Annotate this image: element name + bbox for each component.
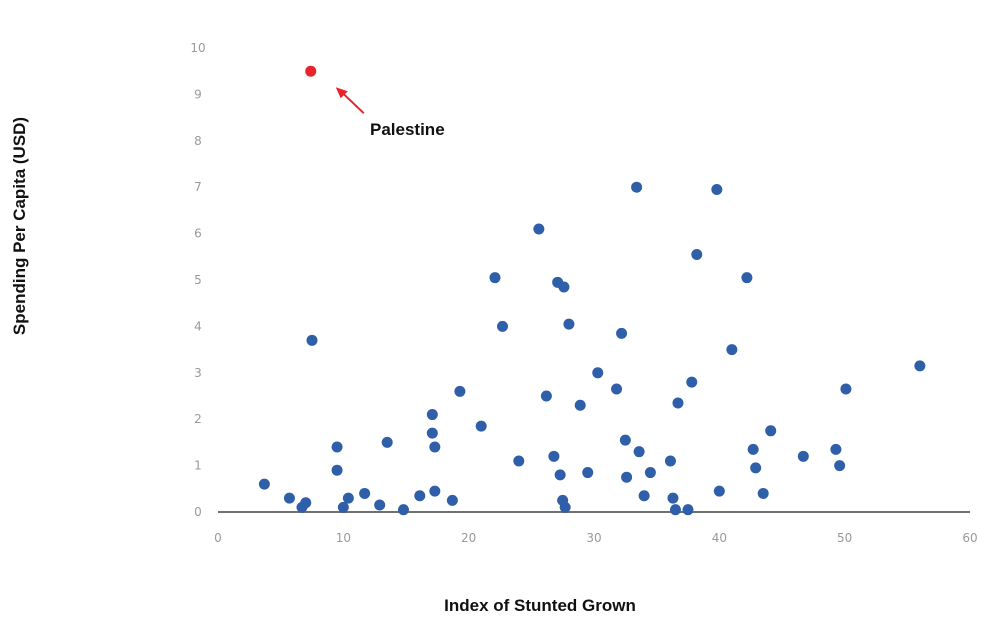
x-axis-ticks: 0 10 20 30 40 50 60 bbox=[214, 531, 977, 545]
data-point bbox=[672, 397, 684, 409]
data-point bbox=[834, 460, 846, 472]
annotation-arrow-line bbox=[342, 92, 365, 114]
data-point bbox=[611, 383, 623, 395]
data-point bbox=[840, 383, 852, 395]
data-point bbox=[337, 501, 349, 513]
data-point bbox=[429, 485, 441, 497]
data-point bbox=[414, 490, 426, 502]
data-point bbox=[638, 490, 650, 502]
data-point bbox=[669, 504, 681, 516]
x-tick-label: 40 bbox=[712, 531, 727, 545]
data-point bbox=[331, 441, 343, 453]
data-point bbox=[397, 504, 409, 516]
x-tick-label: 0 bbox=[214, 531, 222, 545]
y-tick-label: 9 bbox=[194, 87, 202, 101]
data-point bbox=[621, 471, 633, 483]
data-point bbox=[558, 281, 570, 293]
x-axis-title: Index of Stunted Grown bbox=[444, 596, 636, 615]
y-tick-label: 5 bbox=[194, 273, 202, 287]
data-point bbox=[554, 469, 566, 481]
y-axis-title: Spending Per Capita (USD) bbox=[10, 117, 29, 335]
data-point bbox=[757, 487, 769, 499]
data-point bbox=[381, 436, 393, 448]
data-point bbox=[592, 367, 604, 379]
data-points bbox=[258, 181, 926, 516]
data-point bbox=[830, 443, 842, 455]
data-point bbox=[664, 455, 676, 467]
data-point bbox=[686, 376, 698, 388]
highlight-point bbox=[305, 65, 317, 77]
data-point bbox=[559, 501, 571, 513]
data-point bbox=[513, 455, 525, 467]
data-point bbox=[283, 492, 295, 504]
data-point bbox=[765, 425, 777, 437]
y-axis-ticks: 0 1 2 3 4 5 6 7 8 9 10 bbox=[190, 41, 205, 519]
data-point bbox=[682, 504, 694, 516]
data-point bbox=[489, 272, 501, 284]
data-point bbox=[619, 434, 631, 446]
annotation-label: Palestine bbox=[370, 120, 445, 139]
y-tick-label: 1 bbox=[194, 459, 202, 473]
data-point bbox=[713, 485, 725, 497]
data-point bbox=[563, 318, 575, 330]
data-point bbox=[548, 450, 560, 462]
data-point bbox=[429, 441, 441, 453]
data-point bbox=[633, 446, 645, 458]
data-point bbox=[616, 327, 628, 339]
data-point bbox=[750, 462, 762, 474]
x-tick-label: 10 bbox=[336, 531, 351, 545]
data-point bbox=[726, 344, 738, 356]
data-point bbox=[711, 184, 723, 196]
data-point bbox=[426, 409, 438, 421]
data-point bbox=[691, 248, 703, 260]
data-point bbox=[497, 320, 509, 332]
data-point bbox=[574, 399, 586, 411]
y-tick-label: 6 bbox=[194, 227, 202, 241]
highlight-annotation: Palestine bbox=[305, 65, 445, 139]
data-point bbox=[914, 360, 926, 372]
y-tick-label: 3 bbox=[194, 366, 202, 380]
data-point bbox=[359, 487, 371, 499]
data-point bbox=[446, 494, 458, 506]
annotation-arrowhead bbox=[335, 87, 348, 99]
y-tick-label: 8 bbox=[194, 134, 202, 148]
x-tick-label: 30 bbox=[586, 531, 601, 545]
data-point bbox=[747, 443, 759, 455]
y-tick-label: 4 bbox=[194, 319, 202, 333]
data-point bbox=[454, 385, 466, 397]
y-tick-label: 10 bbox=[190, 41, 205, 55]
data-point bbox=[426, 427, 438, 439]
x-tick-label: 50 bbox=[837, 531, 852, 545]
y-tick-label: 2 bbox=[194, 412, 202, 426]
y-tick-label: 7 bbox=[194, 180, 202, 194]
x-tick-label: 20 bbox=[461, 531, 476, 545]
data-point bbox=[797, 450, 809, 462]
data-point bbox=[631, 181, 643, 193]
data-point bbox=[258, 478, 270, 490]
data-point bbox=[533, 223, 545, 235]
data-point bbox=[582, 467, 594, 479]
x-tick-label: 60 bbox=[962, 531, 977, 545]
data-point bbox=[306, 334, 318, 346]
data-point bbox=[644, 467, 656, 479]
data-point bbox=[475, 420, 487, 432]
data-point bbox=[300, 497, 312, 509]
data-point bbox=[741, 272, 753, 284]
data-point bbox=[342, 492, 354, 504]
data-point bbox=[667, 492, 679, 504]
data-point bbox=[374, 499, 386, 511]
y-tick-label: 0 bbox=[194, 505, 202, 519]
data-point bbox=[331, 464, 343, 476]
data-point bbox=[540, 390, 552, 402]
